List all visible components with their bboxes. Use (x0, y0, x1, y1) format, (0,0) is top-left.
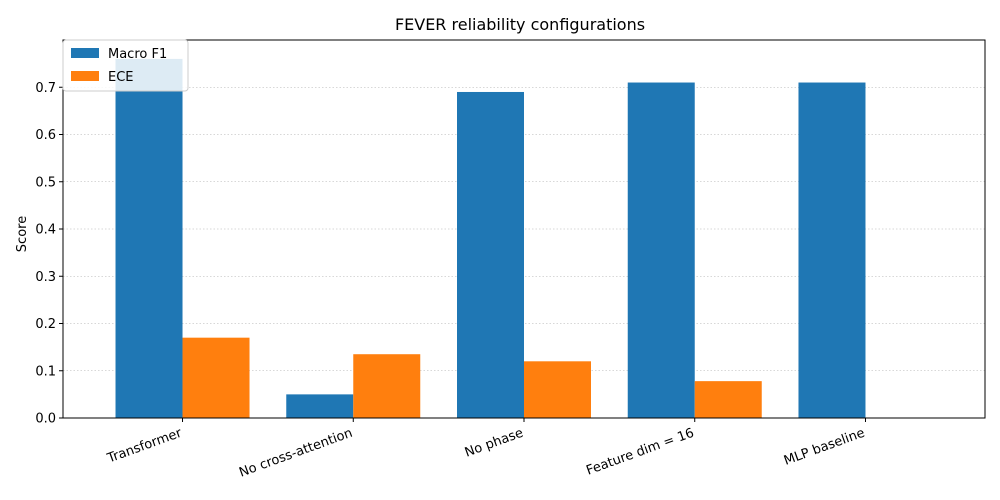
bar-ece-3 (694, 381, 762, 418)
bar-macro-f1-1 (286, 394, 354, 418)
legend-swatch-macro-f1 (71, 48, 99, 58)
y-tick-label: 0.7 (35, 81, 56, 96)
bar-macro-f1-2 (457, 91, 524, 418)
bar-macro-f1-4 (798, 82, 866, 419)
y-axis-label: Score (15, 216, 30, 252)
y-tick-label: 0.4 (35, 223, 56, 238)
bar-ece-2 (524, 361, 591, 418)
y-tick-label: 0.2 (35, 317, 56, 332)
chart-title: FEVER reliability configurations (395, 15, 645, 34)
y-tick-label: 0.3 (35, 270, 56, 285)
y-tick-label: 0.1 (35, 364, 56, 379)
bar-macro-f1-3 (627, 82, 695, 419)
bar-ece-0 (182, 337, 250, 418)
legend-label-ece: ECE (108, 70, 134, 85)
bar-ece-1 (353, 354, 421, 418)
y-tick-label: 0.5 (35, 175, 56, 190)
y-tick-label: 0.0 (35, 412, 56, 427)
legend: Macro F1 ECE (62, 39, 189, 92)
legend-label-macro-f1: Macro F1 (108, 47, 167, 62)
y-ticks: 0.0 0.1 0.2 0.3 0.4 0.5 0.6 0.7 (35, 81, 63, 427)
bars (115, 58, 866, 419)
y-tick-label: 0.6 (35, 128, 56, 143)
bar-macro-f1-0 (115, 58, 183, 419)
legend-swatch-ece (71, 71, 99, 81)
